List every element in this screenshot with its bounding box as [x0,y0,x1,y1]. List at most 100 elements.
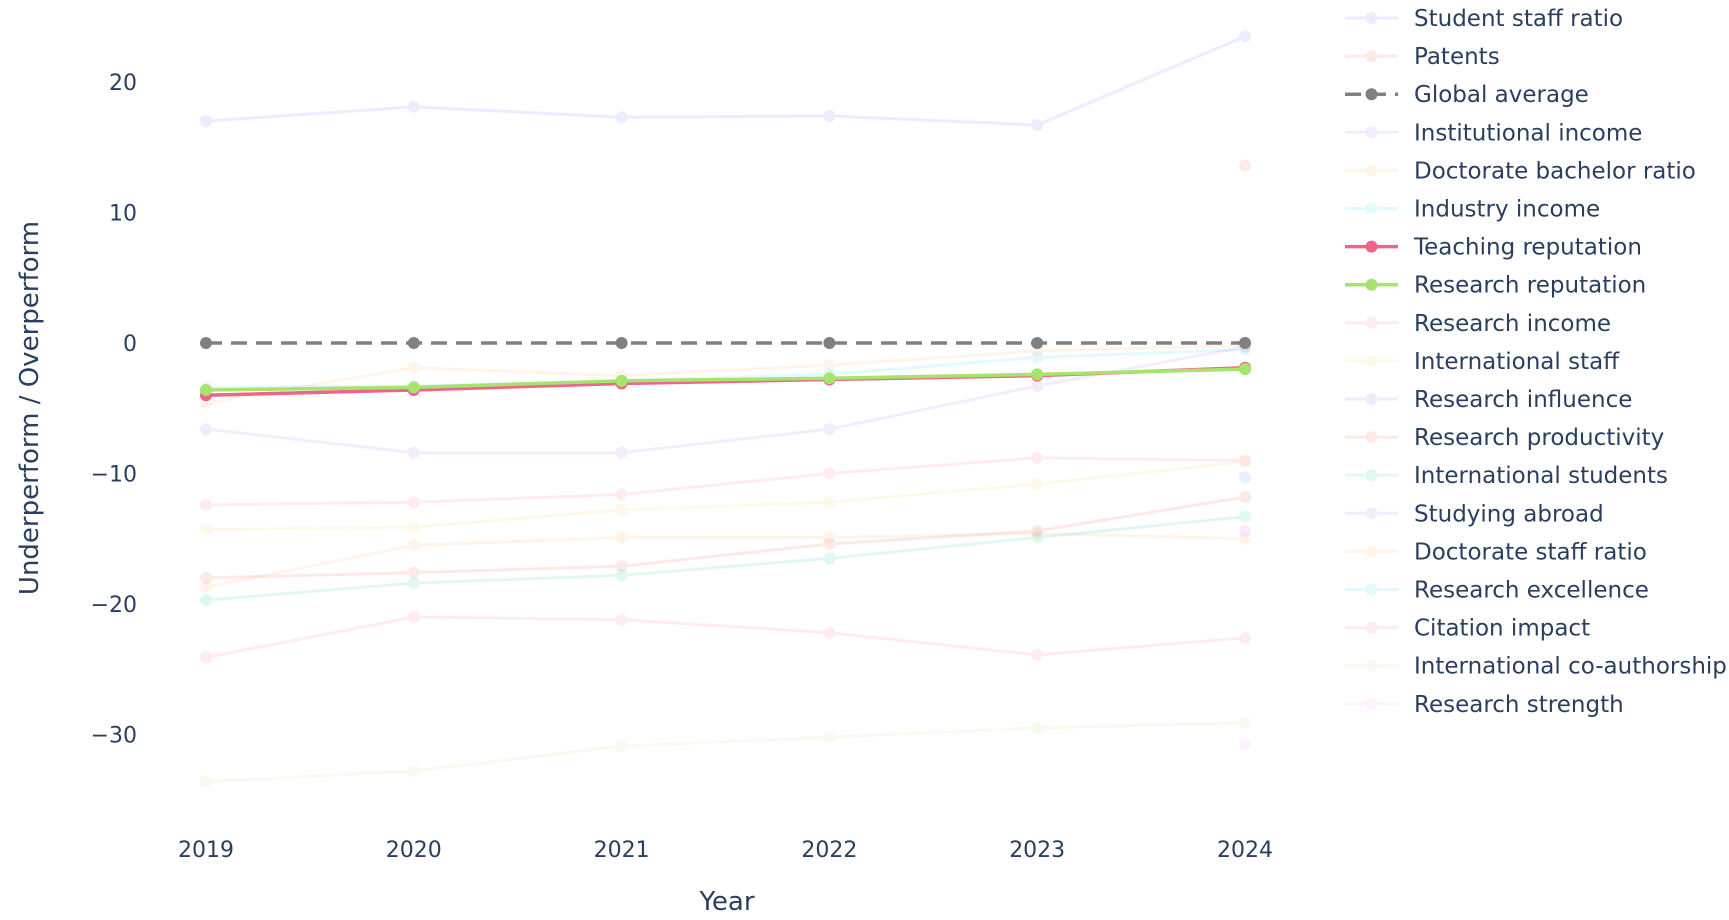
data-point[interactable] [615,504,628,517]
data-point[interactable] [200,337,212,349]
legend-symbol [1345,126,1398,139]
data-point[interactable] [1239,455,1251,468]
legend-item[interactable]: Studying abroad [1345,501,1604,527]
data-point[interactable] [200,523,212,536]
legend-item[interactable]: Institutional income [1345,120,1642,146]
data-point[interactable] [615,111,628,124]
y-axis: 20 10 0 −10 −20 −30 [91,71,137,749]
data-point[interactable] [1239,30,1251,43]
data-point[interactable] [1031,119,1044,132]
legend-symbol [1345,545,1398,558]
data-point[interactable] [1239,454,1251,467]
data-point[interactable] [407,521,420,534]
data-point[interactable] [1031,451,1044,464]
legend-item[interactable]: Global average [1345,82,1589,108]
data-point[interactable] [407,566,420,579]
legend-item[interactable]: International co-authorship [1345,654,1727,680]
data-point[interactable] [407,381,420,394]
legend-item[interactable]: Research income [1345,311,1611,337]
data-point[interactable] [1239,631,1251,644]
data-point[interactable] [1031,337,1044,349]
data-point[interactable] [823,731,836,744]
data-point[interactable] [200,581,212,594]
data-point[interactable] [615,531,628,544]
series-research-influence [1239,471,1251,484]
data-point[interactable] [823,109,836,122]
data-point[interactable] [1031,524,1044,537]
data-point[interactable] [1031,531,1044,544]
data-point[interactable] [1031,477,1044,490]
data-point[interactable] [615,337,628,349]
legend-label: Student staff ratio [1414,6,1623,32]
legend-item[interactable]: Industry income [1345,197,1600,223]
data-point[interactable] [1031,527,1044,540]
data-point[interactable] [823,537,836,550]
legend-item[interactable]: Student staff ratio [1345,6,1623,32]
data-point[interactable] [200,651,212,664]
legend-label: Institutional income [1414,120,1642,146]
legend-item[interactable]: Research productivity [1345,425,1664,451]
legend-item[interactable]: Research influence [1345,387,1632,413]
legend-item[interactable]: Research strength [1345,692,1624,718]
data-point[interactable] [1031,380,1044,393]
data-point[interactable] [823,496,836,509]
data-point[interactable] [1031,648,1044,661]
data-point[interactable] [823,552,836,565]
data-point[interactable] [407,496,420,509]
data-point[interactable] [200,498,212,511]
legend-item[interactable]: Research reputation [1345,273,1646,299]
legend-item[interactable]: International students [1345,463,1668,489]
data-point[interactable] [407,539,420,552]
data-point[interactable] [615,560,628,573]
data-point[interactable] [1031,351,1044,364]
data-point[interactable] [1031,721,1044,734]
legend-item[interactable]: Patents [1345,44,1500,70]
data-point[interactable] [615,488,628,501]
data-point[interactable] [407,446,420,459]
data-point[interactable] [823,467,836,480]
data-point[interactable] [1239,716,1251,729]
series-citation-impact [200,611,1251,664]
data-point[interactable] [200,383,212,396]
data-point[interactable] [1031,368,1044,381]
data-point[interactable] [200,775,212,788]
data-point[interactable] [1239,738,1251,751]
data-point[interactable] [407,765,420,778]
data-point[interactable] [200,594,212,607]
data-point[interactable] [407,611,420,624]
data-point[interactable] [200,423,212,436]
data-point[interactable] [823,531,836,544]
data-point[interactable] [1239,363,1251,376]
legend[interactable]: Student staff ratio Patents Global average… [1345,6,1727,718]
data-point[interactable] [407,100,420,113]
data-point[interactable] [823,626,836,639]
data-point[interactable] [1239,471,1251,484]
data-point[interactable] [407,577,420,590]
data-point[interactable] [615,569,628,582]
data-point[interactable] [615,446,628,459]
data-point[interactable] [200,115,212,128]
data-point[interactable] [823,337,836,349]
legend-symbol [1345,659,1398,672]
data-point[interactable] [1239,524,1251,537]
data-point[interactable] [407,337,420,349]
data-point[interactable] [1239,337,1251,349]
data-point[interactable] [823,423,836,436]
legend-item[interactable]: International staff [1345,349,1620,375]
legend-item[interactable]: Doctorate bachelor ratio [1345,158,1696,184]
data-point[interactable] [823,359,836,372]
data-point[interactable] [200,571,212,584]
data-point[interactable] [1239,532,1251,545]
data-point[interactable] [407,361,420,374]
legend-item[interactable]: Citation impact [1345,616,1590,642]
data-point[interactable] [1239,159,1251,172]
legend-item[interactable]: Teaching reputation [1345,235,1642,261]
data-point[interactable] [615,374,628,387]
data-point[interactable] [1239,490,1251,503]
legend-item[interactable]: Research excellence [1345,578,1649,604]
data-point[interactable] [823,372,836,385]
data-point[interactable] [615,740,628,753]
legend-item[interactable]: Doctorate staff ratio [1345,539,1647,565]
data-point[interactable] [1239,510,1251,523]
data-point[interactable] [615,613,628,626]
